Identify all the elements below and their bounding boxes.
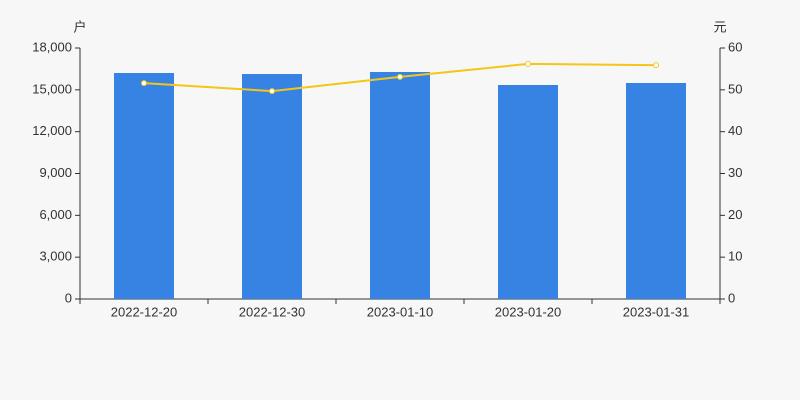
y-tick-label: 0 <box>65 290 72 305</box>
x-tick-label: 2023-01-20 <box>495 304 562 319</box>
bar <box>242 74 302 300</box>
x-tick-label: 2023-01-10 <box>367 304 434 319</box>
line-point <box>397 73 403 80</box>
bar <box>626 83 686 300</box>
bar <box>114 73 174 300</box>
bar <box>370 71 430 300</box>
y-tick-label: 15,000 <box>32 81 72 96</box>
x-tick-label: 2023-01-31 <box>623 304 690 319</box>
y-tick-label: 12,000 <box>32 123 72 138</box>
y2-tick-label: 30 <box>728 165 742 180</box>
line-point <box>653 62 659 69</box>
y2-tick-label: 20 <box>728 207 742 222</box>
bar <box>498 84 558 299</box>
y-tick-label: 3,000 <box>39 249 72 264</box>
y2-tick-label: 50 <box>728 81 742 96</box>
y2-axis-unit: 元 <box>713 19 726 34</box>
y-axis-unit: 户 <box>73 19 86 34</box>
y-tick-label: 18,000 <box>32 39 72 54</box>
line-point <box>141 80 147 87</box>
x-tick-label: 2022-12-20 <box>111 304 178 319</box>
line-point <box>269 88 275 95</box>
y2-tick-label: 40 <box>728 123 742 138</box>
y2-tick-label: 0 <box>728 290 735 305</box>
x-tick-label: 2022-12-30 <box>239 304 306 319</box>
y2-tick-label: 10 <box>728 249 742 264</box>
y-tick-label: 6,000 <box>39 207 72 222</box>
line-point <box>525 60 531 67</box>
y2-tick-label: 60 <box>728 39 742 54</box>
y-tick-label: 9,000 <box>39 165 72 180</box>
